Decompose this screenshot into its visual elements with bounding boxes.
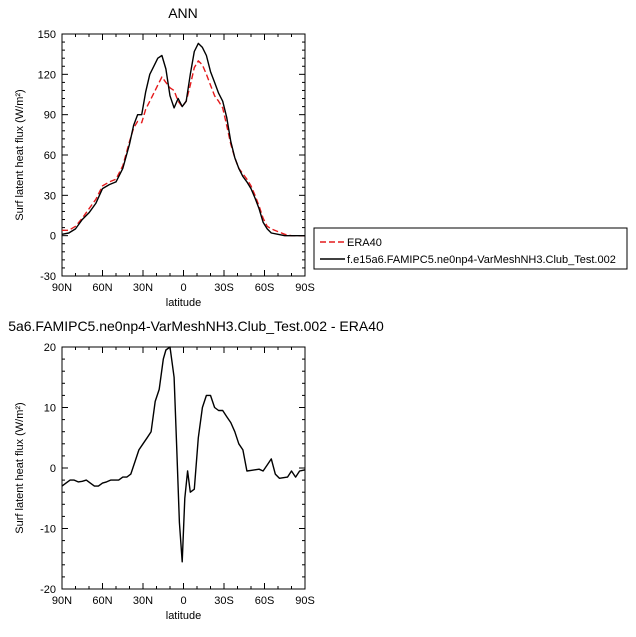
y-axis-label: Surf latent heat flux (W/m²) [14,402,26,533]
x-tick-label: 60N [92,595,112,607]
y-tick-label: -20 [40,584,56,596]
y-tick-label: -30 [40,271,56,283]
legend-label-2: f.e15a6.FAMIPC5.ne0np4-VarMeshNH3.Club_T… [347,254,616,266]
y-tick-label: 0 [50,231,56,243]
x-tick-label: 90N [52,595,72,607]
legend: ERA40 f.e15a6.FAMIPC5.ne0np4-VarMeshNH3.C… [313,227,628,270]
plot-frame [61,346,306,590]
chart-title: 5a6.FAMIPC5.ne0np4-VarMeshNH3.Club_Test.… [8,318,384,334]
legend-box [313,227,628,270]
x-axis-label: latitude [166,610,201,622]
x-tick-label: 30S [214,595,234,607]
x-axis-label: latitude [166,297,201,309]
legend-label-1: ERA40 [347,237,382,249]
x-tick-label: 90N [52,282,72,294]
y-tick-label: 120 [38,69,56,81]
x-tick-label: 90S [295,595,315,607]
x-tick-label: 0 [180,282,186,294]
plot-frame [61,33,306,277]
x-tick-label: 90S [295,282,315,294]
series-line-2 [61,42,305,237]
series-line-1 [62,60,305,237]
x-tick-label: 60S [255,282,275,294]
x-tick-label: 30N [133,595,153,607]
chart-panel-2: 5a6.FAMIPC5.ne0np4-VarMeshNH3.Club_Test.… [8,318,384,622]
y-tick-label: 90 [44,110,56,122]
y-tick-label: -10 [40,524,56,536]
x-tick-label: 60S [255,595,275,607]
y-tick-label: 0 [50,463,56,475]
x-tick-label: 30N [133,282,153,294]
chart-title: ANN [168,5,198,21]
y-tick-label: 20 [44,342,56,354]
y-tick-label: 30 [44,190,56,202]
series-line-1 [61,346,306,563]
y-tick-label: 60 [44,150,56,162]
chart-panel-1: ANN -30 0 30 60 90 120 150 90N 60N 30N 0 30S 60S 90S la… [14,5,315,309]
y-axis-label: Surf latent heat flux (W/m²) [14,89,26,220]
x-tick-label: 60N [92,282,112,294]
x-tick-label: 0 [180,595,186,607]
y-tick-label: 10 [44,403,56,415]
y-tick-label: 150 [38,29,56,41]
x-tick-label: 30S [214,282,234,294]
